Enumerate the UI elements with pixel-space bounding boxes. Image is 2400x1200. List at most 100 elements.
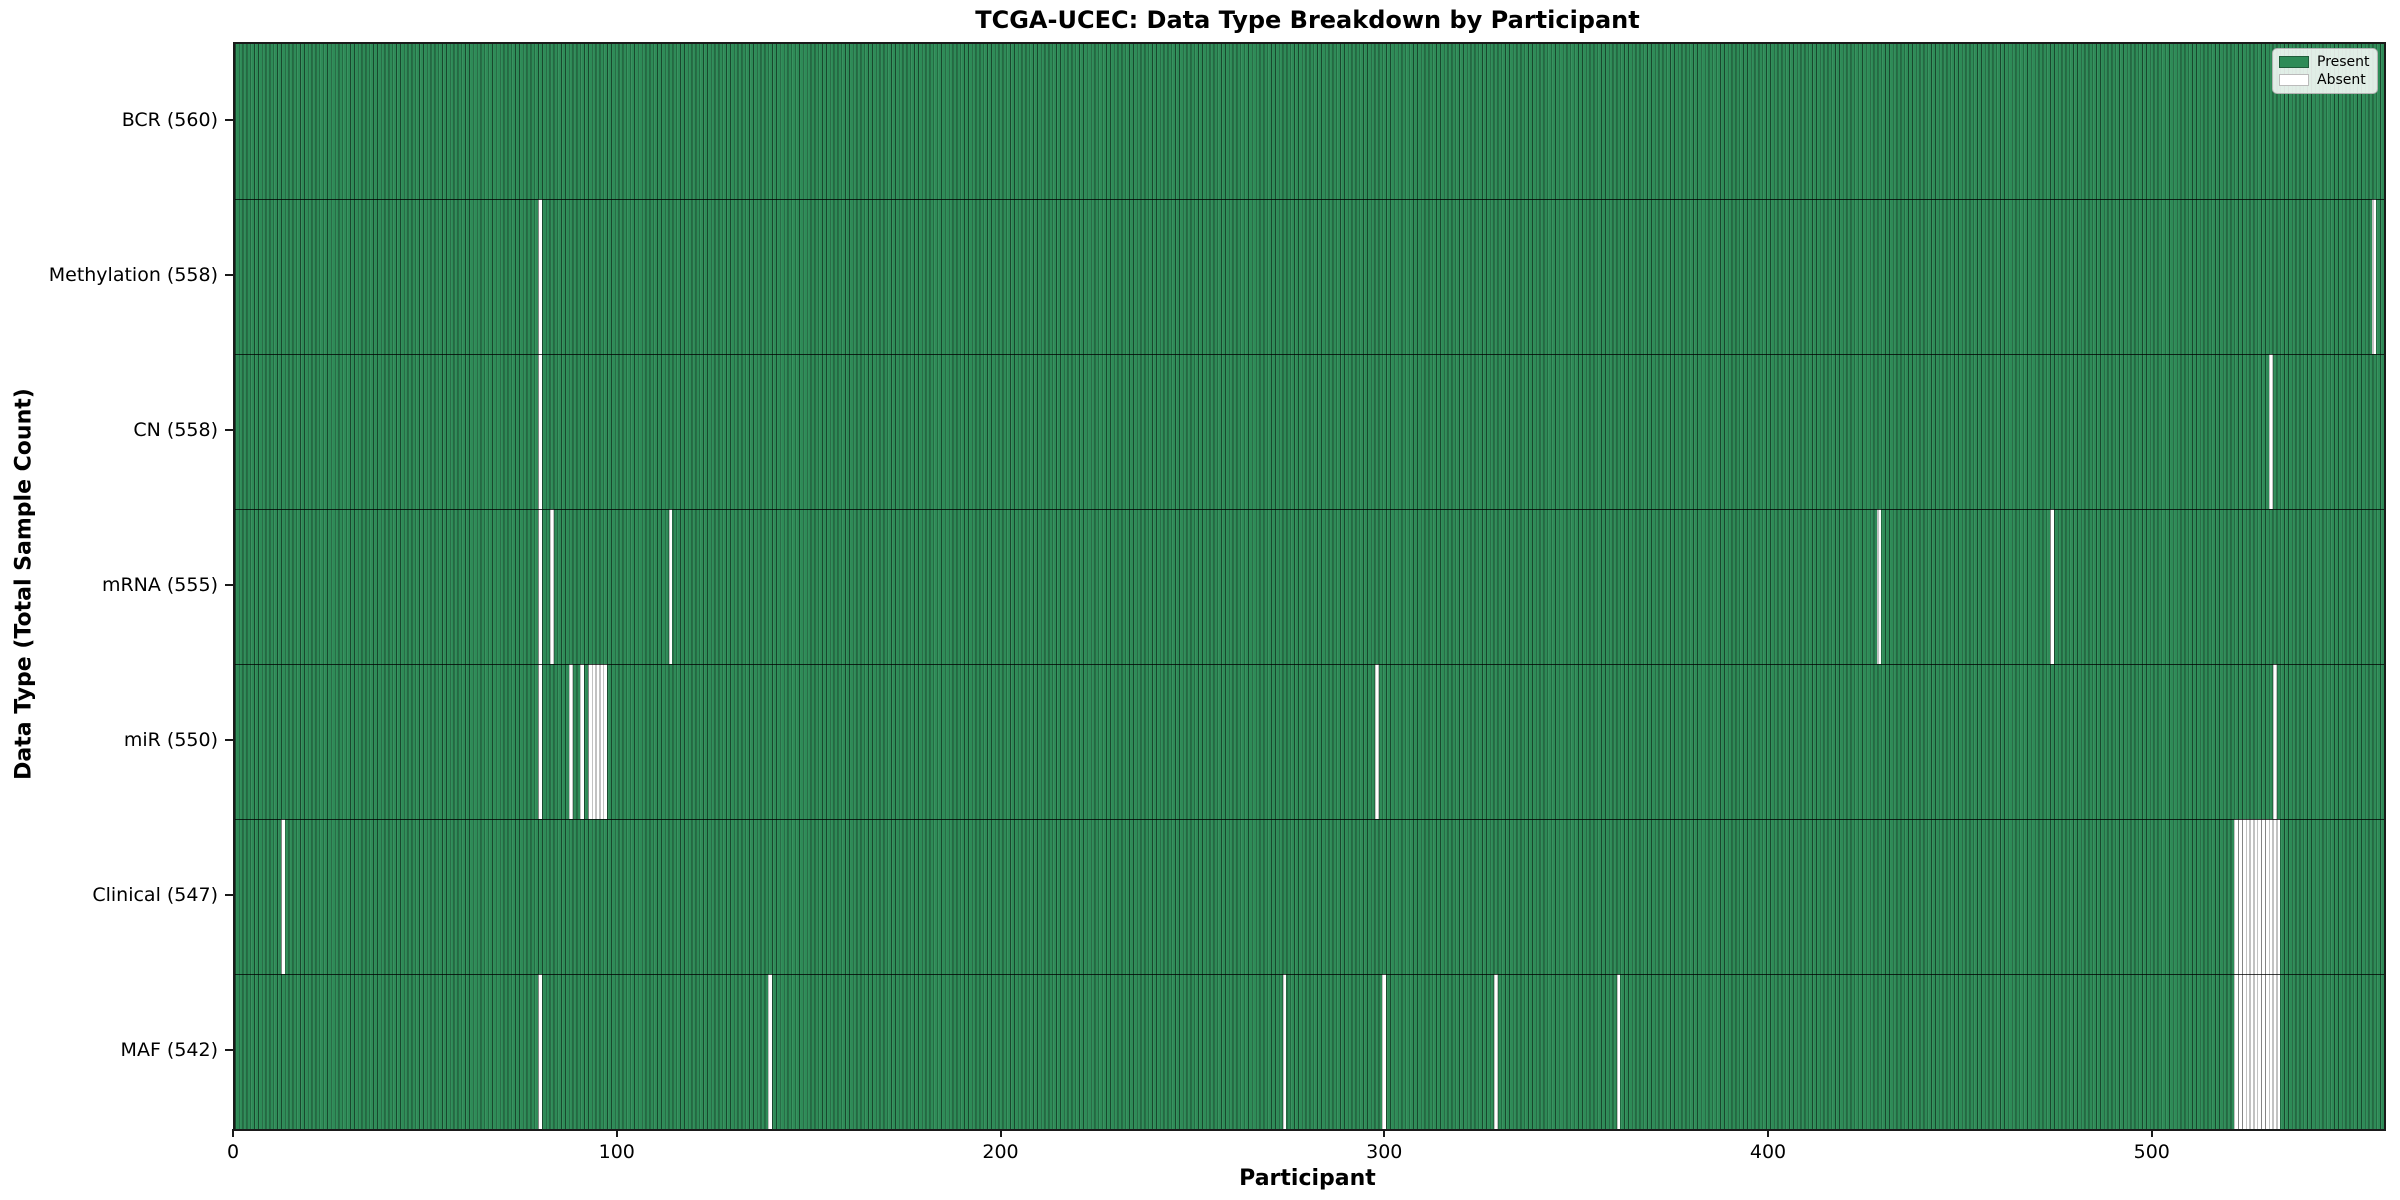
y-tick-label-mrna: mRNA (555) [101,573,218,596]
y-tick-mark [225,118,233,121]
present-swatch-icon [2279,56,2309,68]
y-tick-label-clinical: Clinical (547) [92,883,218,906]
absent-gap [2276,974,2281,1129]
absent-gap [538,509,542,664]
absent-gap [1877,509,1882,664]
y-tick-label-bcr: BCR (560) [121,108,218,131]
absent-gap [599,664,604,819]
absent-gap [2257,819,2262,974]
x-tick-label-300: 300 [1366,1141,1403,1163]
absent-gap [538,974,542,1129]
absent-gap [538,199,542,354]
plot-area [233,42,2386,1131]
legend-absent-label: Absent [2317,72,2366,88]
absent-gap [2276,819,2281,974]
y-tick-label-mir: miR (550) [123,728,218,751]
y-tick-mark [225,1048,233,1051]
absent-gap [2272,819,2277,974]
x-tick-mark [1767,1129,1769,1137]
row-separator [235,354,2384,355]
y-tick-label-methylation: Methylation (558) [48,263,218,286]
heatmap-row-maf [235,974,2384,1129]
absent-gap [768,974,773,1129]
row-separator [235,664,2384,665]
heatmap-row-clinical [235,819,2384,974]
absent-gap [1616,974,1621,1129]
legend-entry-present: Present [2279,55,2371,69]
absent-gap [281,819,285,974]
x-axis-label: Participant [1239,1166,1376,1191]
absent-gap [538,354,542,509]
absent-gap [2238,974,2242,1129]
y-tick-mark [225,273,233,276]
absent-gap [595,664,600,819]
y-tick-mark [225,893,233,896]
absent-gap [568,664,573,819]
absent-gap [2245,974,2250,1129]
x-tick-label-100: 100 [598,1141,635,1163]
absent-gap [2257,974,2262,1129]
y-tick-mark [225,583,233,586]
absent-gap [668,509,673,664]
absent-gap [2238,819,2242,974]
absent-gap [1374,664,1379,819]
row-separator [235,819,2384,820]
heatmap-row-methylation [235,199,2384,354]
absent-gap [2261,974,2266,1129]
absent-gap [2253,819,2258,974]
absent-gap [2253,974,2258,1129]
absent-gap [1382,974,1387,1129]
legend: Present Absent [2272,48,2378,94]
heatmap-row-bcr [235,44,2384,199]
x-tick-mark [2150,1129,2153,1137]
heatmap-row-mir [235,664,2384,819]
absent-gap [2372,199,2377,354]
row-separator [235,974,2384,975]
absent-gap [2265,974,2269,1129]
absent-gap [2242,819,2246,974]
absent-gap [1282,974,1287,1129]
absent-swatch-icon [2279,74,2309,86]
absent-gap [2234,974,2239,1129]
y-tick-mark [225,738,233,741]
chart-title: TCGA-UCEC: Data Type Breakdown by Partic… [975,6,1640,34]
absent-gap [1493,974,1498,1129]
absent-gap [603,664,608,819]
absent-gap [2050,509,2054,664]
absent-gap [549,509,554,664]
absent-gap [2249,974,2254,1129]
row-separator [235,199,2384,200]
y-tick-label-cn: CN (558) [133,418,218,441]
absent-gap [2261,819,2266,974]
heatmap-row-cn [235,354,2384,509]
x-tick-label-400: 400 [1749,1141,1787,1163]
heatmap-row-mrna [235,509,2384,664]
x-tick-label-0: 0 [226,1141,240,1163]
absent-gap [2234,819,2239,974]
absent-gap [580,664,585,819]
absent-gap [2245,819,2250,974]
absent-gap [588,664,592,819]
x-tick-label-200: 200 [982,1141,1019,1163]
absent-gap [2272,664,2277,819]
x-tick-mark [232,1129,234,1137]
absent-gap [2272,974,2277,1129]
x-tick-mark [615,1129,618,1137]
absent-gap [2268,354,2273,509]
y-tick-label-maf: MAF (542) [120,1038,218,1061]
absent-gap [538,664,542,819]
x-tick-mark [999,1129,1002,1137]
legend-present-label: Present [2317,54,2370,70]
legend-entry-absent: Absent [2279,73,2371,87]
absent-gap [2242,974,2246,1129]
absent-gap [2265,819,2269,974]
row-separator [235,509,2384,510]
absent-gap [2268,974,2273,1129]
absent-gap [2268,819,2273,974]
absent-gap [591,664,596,819]
absent-gap [2249,819,2254,974]
x-tick-mark [1383,1129,1386,1137]
y-tick-mark [225,428,233,431]
x-tick-label-500: 500 [2133,1141,2170,1163]
